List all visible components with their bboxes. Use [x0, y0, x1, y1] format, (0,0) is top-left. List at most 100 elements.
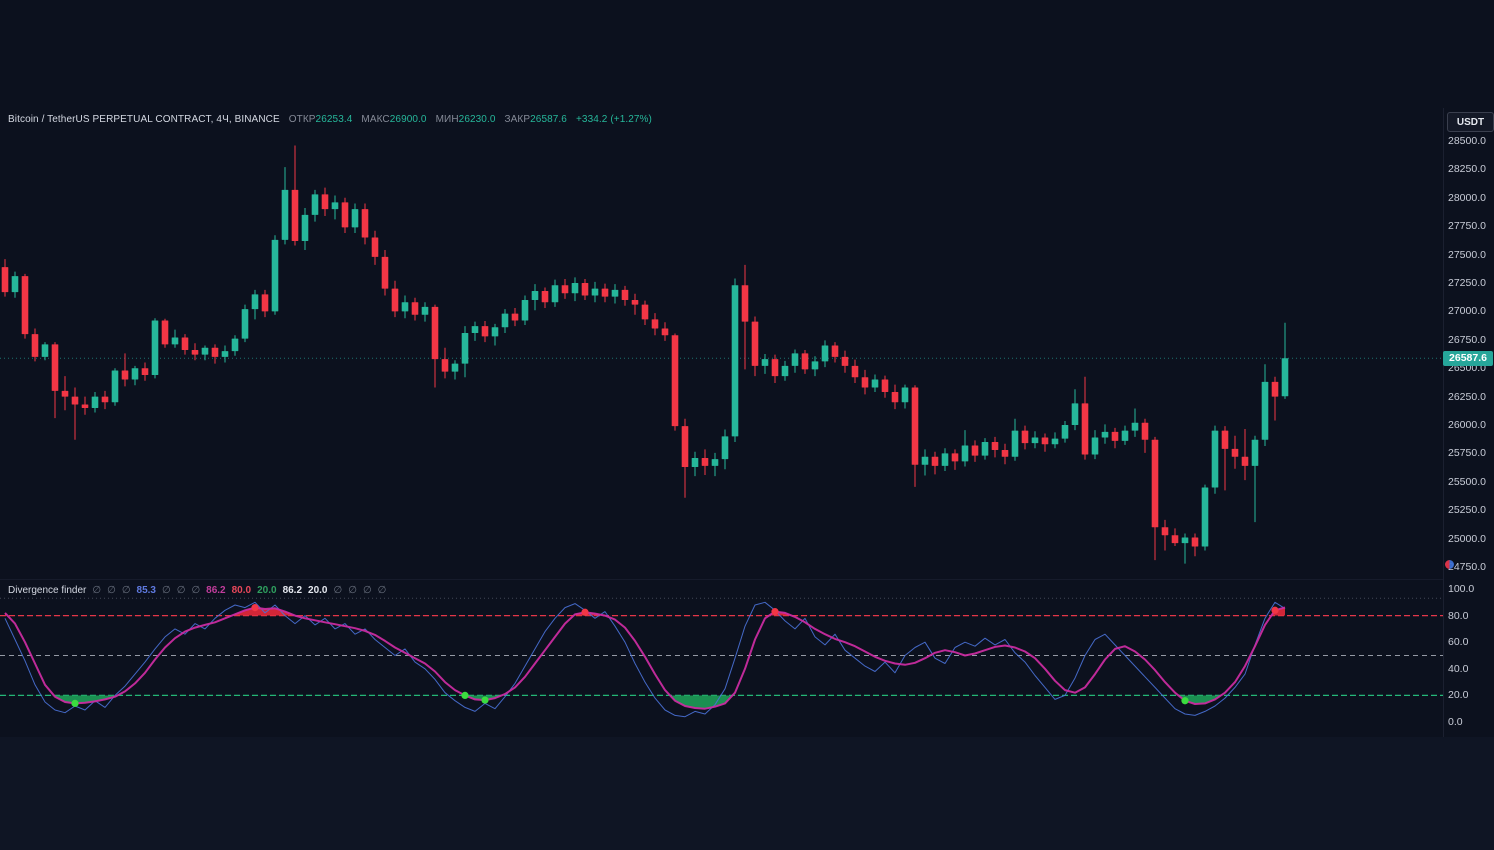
price-tick: 26250.0 [1448, 390, 1486, 403]
candle-body [681, 426, 689, 468]
candle-body [151, 320, 159, 376]
candle-body [91, 396, 99, 408]
candle-body [141, 368, 149, 376]
price-tick: 26750.0 [1448, 333, 1486, 346]
oversold-dot [461, 691, 469, 700]
candle-body [291, 189, 299, 241]
candle-body [241, 309, 249, 339]
candle-body [1071, 403, 1079, 425]
candle-body [311, 194, 319, 215]
indicator-empty-value: ∅ [377, 585, 387, 596]
candle-body [961, 445, 969, 462]
candle-body [391, 288, 399, 312]
overbought-dot [771, 608, 779, 616]
candle-body [631, 300, 639, 305]
candle-body [261, 294, 269, 312]
candle-body [1251, 439, 1259, 466]
symbol-title[interactable]: Bitcoin / TetherUS PERPETUAL CONTRACT, 4… [8, 114, 280, 125]
currency-usdt-button[interactable]: USDT [1447, 112, 1494, 132]
indicator-empty-value: ∅ [121, 585, 131, 596]
candle-body [611, 289, 619, 297]
candle-body [1171, 535, 1179, 544]
pane-separator[interactable] [0, 579, 1443, 580]
candle-body [281, 189, 289, 240]
price-tick: 24750.0 [1448, 561, 1486, 573]
candle-body [411, 302, 419, 315]
candle-body [931, 456, 939, 466]
candle-body [751, 321, 759, 366]
indicator-tick: 80.0 [1448, 609, 1469, 622]
price-tick: 28000.0 [1448, 191, 1486, 204]
candle-body [1131, 422, 1139, 431]
indicator-value: 20.0 [257, 585, 277, 596]
candle-body [1231, 448, 1239, 457]
candle-body [911, 387, 919, 465]
candle-body [721, 436, 729, 460]
indicator-tick: 40.0 [1448, 662, 1469, 675]
price-change: +334.2 (+1.27%) [575, 114, 652, 125]
candle-body [891, 392, 899, 403]
candle-body [711, 459, 719, 466]
indicator-empty-value: ∅ [191, 585, 201, 596]
indicator-value: 86.2 [282, 585, 303, 596]
indicator-name[interactable]: Divergence finder [8, 585, 87, 596]
candle-body [1271, 381, 1279, 397]
candle-body [581, 283, 589, 296]
candle-body [21, 276, 29, 335]
indicator-empty-value: ∅ [162, 585, 171, 596]
indicator-empty-value: ∅ [92, 585, 102, 596]
candle-body [491, 327, 499, 337]
candle-body [1201, 487, 1209, 547]
candle-body [11, 276, 19, 293]
price-tick: 27250.0 [1448, 277, 1486, 289]
candle-body [1091, 437, 1099, 455]
candle-body [951, 453, 959, 462]
price-tick: 25750.0 [1448, 447, 1486, 460]
candle-body [1121, 430, 1129, 441]
indicator-tick: 60.0 [1448, 636, 1469, 649]
candle-body [1141, 422, 1149, 440]
price-axis-border [1443, 108, 1444, 737]
indicator-scale[interactable]: 100.0 80.0 60.0 40.0 20.0 0.0 [1446, 0, 1494, 850]
candle-body [541, 290, 549, 303]
candle-body [31, 334, 39, 357]
ohlc-откр: ОТКР26253.4 [288, 114, 353, 125]
candle-body [231, 338, 239, 352]
candle-body [801, 353, 809, 370]
candle-body [271, 239, 279, 312]
candle-body [131, 368, 139, 380]
candle-body [191, 350, 199, 355]
candle-body [871, 379, 879, 388]
candle-body [401, 302, 409, 312]
candle-body [1191, 537, 1199, 547]
candle-body [1, 267, 9, 293]
candle-body [181, 337, 189, 351]
ohlc-readout: ОТКР26253.4 МАКС26900.0 МИН26230.0 ЗАКР2658… [289, 114, 567, 125]
candle-body [461, 332, 469, 364]
candle-body [471, 326, 479, 333]
candle-body [321, 194, 329, 210]
candle-body [861, 377, 869, 388]
indicator-empty-value: ∅ [333, 585, 343, 596]
candle-body [851, 365, 859, 378]
candle-body [1101, 431, 1109, 438]
last-price-label: 26587.6 [1443, 350, 1493, 366]
indicator-tick: 20.0 [1448, 689, 1469, 702]
candle-body [1181, 537, 1189, 544]
candle-body [61, 390, 69, 397]
candle-body [1081, 403, 1089, 455]
overbought-dot [1271, 606, 1279, 614]
candle-body [501, 313, 509, 328]
candle-body [701, 457, 709, 466]
candle-body [731, 285, 739, 437]
candle-body [981, 442, 989, 456]
bottom-panel-area [0, 737, 1494, 850]
candle-body [781, 365, 789, 377]
candle-body [1151, 439, 1159, 528]
oversold-dot [1181, 697, 1189, 705]
candle-body [431, 306, 439, 360]
candle-body [601, 288, 609, 297]
candle-body [971, 445, 979, 456]
price-tick: 28250.0 [1448, 163, 1486, 176]
